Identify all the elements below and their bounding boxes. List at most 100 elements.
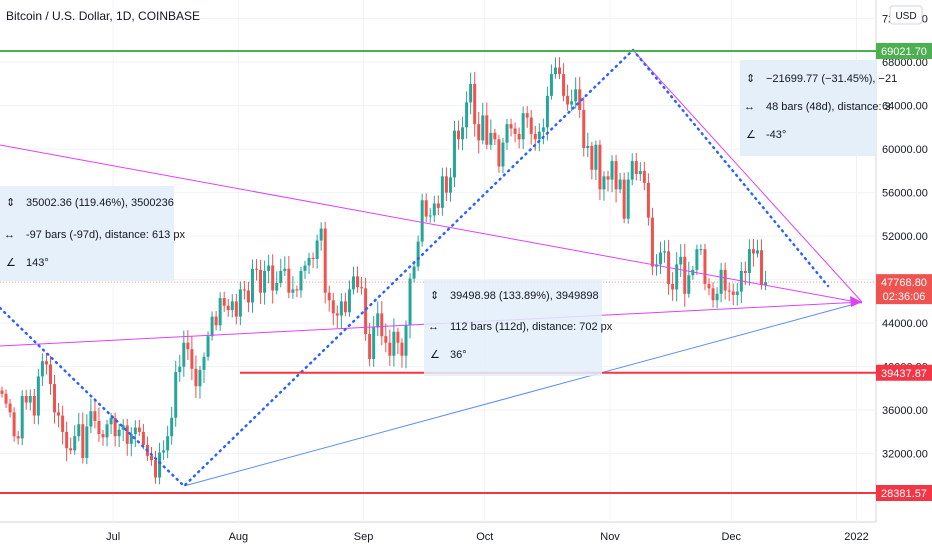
candle-body — [533, 133, 537, 140]
candle-body — [578, 89, 582, 110]
candle-body — [376, 313, 380, 328]
candle-body — [85, 426, 89, 458]
candle-body — [255, 268, 259, 270]
candle-body — [392, 331, 396, 356]
candle-body — [351, 276, 355, 290]
candle-body — [287, 268, 291, 293]
candle-body — [279, 270, 283, 283]
candle-body — [675, 264, 679, 290]
candle-body — [32, 396, 36, 416]
currency-label: USD — [895, 11, 916, 22]
measure-box-1[interactable]: ⇕ 35002.36 (119.46%), 3500236 ↔ -97 bars… — [0, 186, 185, 281]
candle-body — [440, 176, 444, 208]
bars-icon: ↔ — [744, 101, 755, 113]
candle-body — [473, 83, 477, 125]
candle-body — [89, 411, 93, 427]
candle-body — [347, 289, 351, 313]
candle-body — [295, 289, 299, 291]
candle-body — [113, 417, 117, 437]
candle-body — [81, 424, 85, 458]
candle-body — [751, 249, 755, 254]
candle-body — [44, 361, 48, 365]
candle-body — [222, 298, 226, 306]
candle-body — [327, 292, 331, 301]
candle-body — [360, 287, 364, 289]
candle-body — [384, 336, 388, 343]
candle-body — [250, 268, 254, 303]
candle-body — [234, 301, 238, 317]
candle-body — [339, 301, 343, 316]
candle-body — [275, 282, 279, 291]
candle-body — [28, 396, 32, 403]
candle-body — [545, 95, 549, 128]
candle-body — [764, 282, 768, 286]
candle-body — [457, 130, 461, 140]
candle-body — [586, 145, 590, 149]
candle-body — [509, 124, 513, 129]
badge-39437: 39437.87 — [876, 364, 932, 381]
candle-body — [230, 301, 234, 311]
candle-body — [198, 369, 202, 387]
price-axis[interactable] — [876, 0, 932, 522]
candle-body — [202, 356, 206, 370]
candle-body — [311, 257, 315, 259]
candle-body — [125, 425, 129, 444]
candle-body — [687, 275, 691, 294]
bars-icon: ↔ — [4, 229, 15, 241]
measure-box-3[interactable]: ⇕ −21699.77 (−31.45%), −21 ↔ 48 bars (48… — [740, 60, 897, 156]
candle-body — [562, 74, 566, 96]
candle-body — [97, 421, 101, 435]
candle-body — [683, 256, 687, 294]
candle-body — [452, 130, 456, 178]
range-icon: ⇕ — [430, 290, 439, 302]
candle-body — [206, 336, 210, 357]
measure-box-1-bars: -97 bars (-97d), distance: 613 px — [26, 229, 185, 241]
candle-body — [307, 257, 311, 266]
candle-body — [630, 161, 634, 180]
candle-body — [149, 455, 153, 461]
candle-body — [505, 124, 509, 143]
y-tick-label: 32000.00 — [882, 449, 928, 461]
candle-body — [602, 176, 606, 190]
candle-body — [582, 109, 586, 149]
candle-body — [400, 342, 404, 356]
candle-body — [537, 131, 541, 140]
candle-body — [549, 74, 553, 96]
angle-icon: ∠ — [746, 129, 756, 141]
candle-body — [614, 161, 618, 190]
x-tick-label: Aug — [229, 531, 249, 543]
candle-body — [521, 113, 525, 140]
candle-body — [335, 313, 339, 316]
candle-body — [283, 268, 287, 271]
candle-body — [73, 436, 77, 451]
badge-39437-label: 39437.87 — [881, 368, 927, 380]
candles — [0, 57, 768, 485]
x-tick-label: Sep — [354, 531, 374, 543]
measure-box-2[interactable]: ⇕ 39498.98 (133.89%), 3949898 ↔ 112 bars… — [424, 280, 613, 376]
bars-icon: ↔ — [428, 321, 439, 333]
candle-body — [493, 132, 497, 140]
candle-body — [218, 298, 222, 326]
candle-body — [727, 290, 731, 292]
candle-body — [137, 427, 141, 432]
candle-body — [404, 325, 408, 356]
candle-body — [238, 289, 242, 317]
candle-body — [271, 265, 275, 291]
magenta-trendline-peak — [632, 49, 863, 303]
candle-body — [719, 269, 723, 294]
candle-body — [174, 372, 178, 418]
candle-body — [715, 293, 719, 301]
y-tick-label: 56000.00 — [882, 188, 928, 200]
candle-body — [679, 256, 683, 265]
y-tick-label: 68000.00 — [882, 57, 928, 69]
candle-body — [743, 270, 747, 274]
measure-box-1-angle: 143° — [26, 257, 49, 269]
measure-box-2-price: 39498.98 (133.89%), 3949898 — [450, 290, 599, 302]
candle-body — [20, 396, 24, 439]
currency-button[interactable]: USD — [889, 5, 923, 25]
candle-body — [432, 203, 436, 216]
candle-body — [343, 301, 347, 313]
magenta-trendline-upper — [0, 144, 863, 304]
candle-body — [364, 288, 368, 335]
